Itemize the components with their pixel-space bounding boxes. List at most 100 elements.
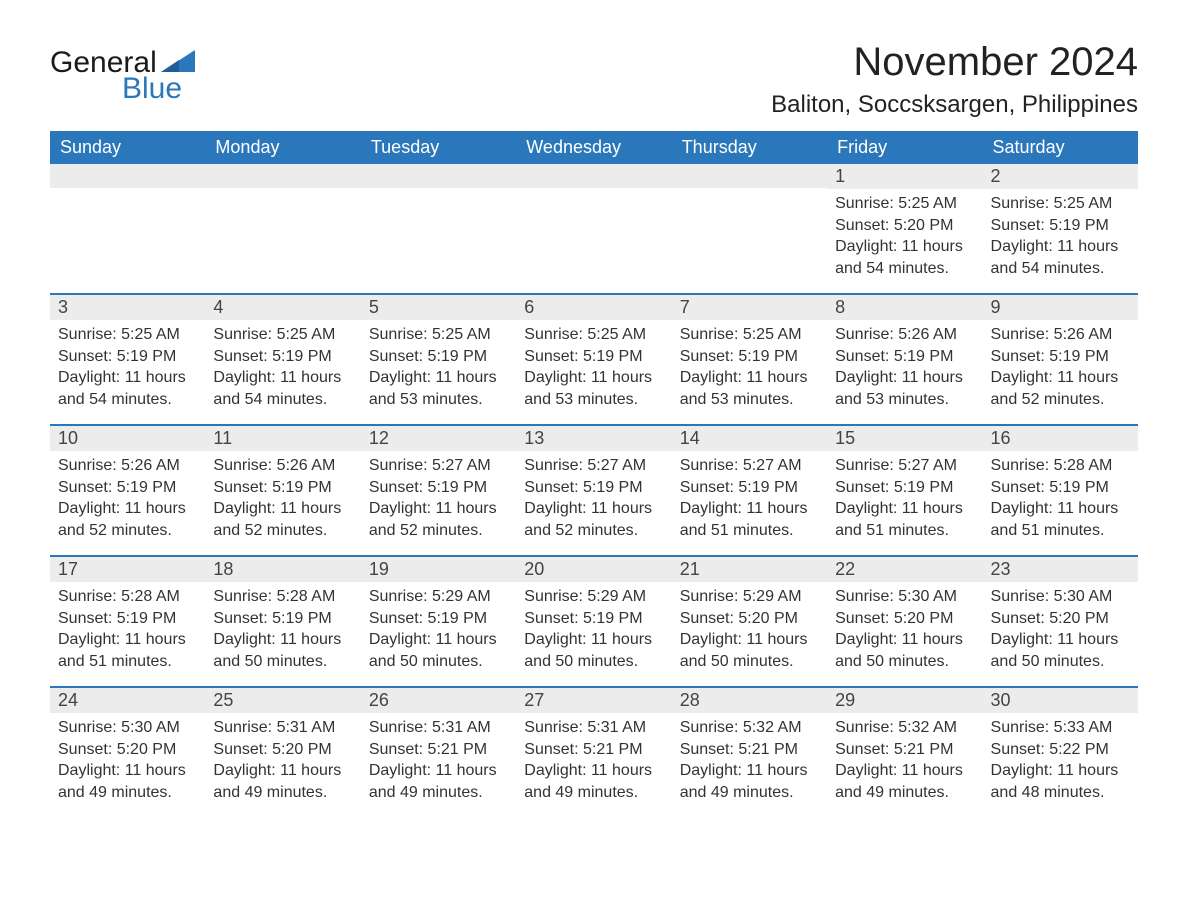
sunrise-text: Sunrise: 5:26 AM bbox=[835, 324, 974, 346]
sunset-text: Sunset: 5:19 PM bbox=[369, 346, 508, 368]
calendar-day: 1Sunrise: 5:25 AMSunset: 5:20 PMDaylight… bbox=[827, 164, 982, 294]
sunrise-text: Sunrise: 5:25 AM bbox=[991, 193, 1130, 215]
day-body: Sunrise: 5:27 AMSunset: 5:19 PMDaylight:… bbox=[827, 451, 982, 551]
sunrise-text: Sunrise: 5:30 AM bbox=[835, 586, 974, 608]
weekday-header-row: Sunday Monday Tuesday Wednesday Thursday… bbox=[50, 131, 1138, 164]
daylight-text: Daylight: 11 hours and 53 minutes. bbox=[524, 367, 663, 410]
sunrise-text: Sunrise: 5:28 AM bbox=[58, 586, 197, 608]
calendar-day: 10Sunrise: 5:26 AMSunset: 5:19 PMDayligh… bbox=[50, 426, 205, 556]
sunset-text: Sunset: 5:21 PM bbox=[369, 739, 508, 761]
day-body: Sunrise: 5:31 AMSunset: 5:21 PMDaylight:… bbox=[516, 713, 671, 813]
day-number: 17 bbox=[50, 557, 205, 582]
day-number: 16 bbox=[983, 426, 1138, 451]
sunset-text: Sunset: 5:21 PM bbox=[680, 739, 819, 761]
brand-logo: General Blue bbox=[50, 46, 195, 106]
calendar-body: 1Sunrise: 5:25 AMSunset: 5:20 PMDaylight… bbox=[50, 164, 1138, 818]
calendar-day: 6Sunrise: 5:25 AMSunset: 5:19 PMDaylight… bbox=[516, 295, 671, 425]
calendar-day: 12Sunrise: 5:27 AMSunset: 5:19 PMDayligh… bbox=[361, 426, 516, 556]
sunrise-text: Sunrise: 5:25 AM bbox=[58, 324, 197, 346]
day-body: Sunrise: 5:28 AMSunset: 5:19 PMDaylight:… bbox=[983, 451, 1138, 551]
day-number: 25 bbox=[205, 688, 360, 713]
calendar-day: 23Sunrise: 5:30 AMSunset: 5:20 PMDayligh… bbox=[983, 557, 1138, 687]
day-body: Sunrise: 5:27 AMSunset: 5:19 PMDaylight:… bbox=[516, 451, 671, 551]
daylight-text: Daylight: 11 hours and 52 minutes. bbox=[58, 498, 197, 541]
daylight-text: Daylight: 11 hours and 53 minutes. bbox=[680, 367, 819, 410]
day-body: Sunrise: 5:31 AMSunset: 5:20 PMDaylight:… bbox=[205, 713, 360, 813]
day-number: 30 bbox=[983, 688, 1138, 713]
calendar-day: 28Sunrise: 5:32 AMSunset: 5:21 PMDayligh… bbox=[672, 688, 827, 818]
day-body: Sunrise: 5:26 AMSunset: 5:19 PMDaylight:… bbox=[983, 320, 1138, 420]
calendar-day: 15Sunrise: 5:27 AMSunset: 5:19 PMDayligh… bbox=[827, 426, 982, 556]
daylight-text: Daylight: 11 hours and 52 minutes. bbox=[369, 498, 508, 541]
calendar-day: 8Sunrise: 5:26 AMSunset: 5:19 PMDaylight… bbox=[827, 295, 982, 425]
weekday-header: Wednesday bbox=[516, 131, 671, 164]
sunrise-text: Sunrise: 5:29 AM bbox=[369, 586, 508, 608]
daylight-text: Daylight: 11 hours and 49 minutes. bbox=[524, 760, 663, 803]
day-number: 26 bbox=[361, 688, 516, 713]
daylight-text: Daylight: 11 hours and 54 minutes. bbox=[835, 236, 974, 279]
day-body: Sunrise: 5:25 AMSunset: 5:20 PMDaylight:… bbox=[827, 189, 982, 289]
day-number: 11 bbox=[205, 426, 360, 451]
sunrise-text: Sunrise: 5:26 AM bbox=[991, 324, 1130, 346]
calendar-day: 25Sunrise: 5:31 AMSunset: 5:20 PMDayligh… bbox=[205, 688, 360, 818]
sunset-text: Sunset: 5:19 PM bbox=[213, 346, 352, 368]
calendar-day: 4Sunrise: 5:25 AMSunset: 5:19 PMDaylight… bbox=[205, 295, 360, 425]
calendar-week: 17Sunrise: 5:28 AMSunset: 5:19 PMDayligh… bbox=[50, 557, 1138, 687]
day-number: 8 bbox=[827, 295, 982, 320]
day-body: Sunrise: 5:29 AMSunset: 5:19 PMDaylight:… bbox=[361, 582, 516, 682]
calendar-day: 17Sunrise: 5:28 AMSunset: 5:19 PMDayligh… bbox=[50, 557, 205, 687]
calendar-day: 29Sunrise: 5:32 AMSunset: 5:21 PMDayligh… bbox=[827, 688, 982, 818]
sunset-text: Sunset: 5:20 PM bbox=[835, 215, 974, 237]
daylight-text: Daylight: 11 hours and 51 minutes. bbox=[991, 498, 1130, 541]
sunset-text: Sunset: 5:19 PM bbox=[58, 608, 197, 630]
day-number: 10 bbox=[50, 426, 205, 451]
sunset-text: Sunset: 5:19 PM bbox=[680, 346, 819, 368]
day-body: Sunrise: 5:25 AMSunset: 5:19 PMDaylight:… bbox=[361, 320, 516, 420]
daylight-text: Daylight: 11 hours and 49 minutes. bbox=[835, 760, 974, 803]
sunrise-text: Sunrise: 5:25 AM bbox=[213, 324, 352, 346]
day-number: 12 bbox=[361, 426, 516, 451]
calendar-day: 30Sunrise: 5:33 AMSunset: 5:22 PMDayligh… bbox=[983, 688, 1138, 818]
calendar-day bbox=[50, 164, 205, 294]
calendar-day: 20Sunrise: 5:29 AMSunset: 5:19 PMDayligh… bbox=[516, 557, 671, 687]
day-body: Sunrise: 5:25 AMSunset: 5:19 PMDaylight:… bbox=[516, 320, 671, 420]
daylight-text: Daylight: 11 hours and 49 minutes. bbox=[680, 760, 819, 803]
sunset-text: Sunset: 5:21 PM bbox=[524, 739, 663, 761]
calendar-day: 3Sunrise: 5:25 AMSunset: 5:19 PMDaylight… bbox=[50, 295, 205, 425]
location: Baliton, Soccsksargen, Philippines bbox=[771, 91, 1138, 119]
sunset-text: Sunset: 5:19 PM bbox=[213, 477, 352, 499]
weekday-header: Friday bbox=[827, 131, 982, 164]
sunrise-text: Sunrise: 5:27 AM bbox=[835, 455, 974, 477]
sunrise-text: Sunrise: 5:33 AM bbox=[991, 717, 1130, 739]
day-body: Sunrise: 5:25 AMSunset: 5:19 PMDaylight:… bbox=[205, 320, 360, 420]
calendar-week: 3Sunrise: 5:25 AMSunset: 5:19 PMDaylight… bbox=[50, 295, 1138, 425]
calendar-day: 5Sunrise: 5:25 AMSunset: 5:19 PMDaylight… bbox=[361, 295, 516, 425]
calendar-day: 19Sunrise: 5:29 AMSunset: 5:19 PMDayligh… bbox=[361, 557, 516, 687]
sunrise-text: Sunrise: 5:26 AM bbox=[213, 455, 352, 477]
day-number: 21 bbox=[672, 557, 827, 582]
day-number: 28 bbox=[672, 688, 827, 713]
day-number: 23 bbox=[983, 557, 1138, 582]
day-number bbox=[516, 164, 671, 188]
calendar-week: 24Sunrise: 5:30 AMSunset: 5:20 PMDayligh… bbox=[50, 688, 1138, 818]
sunrise-text: Sunrise: 5:28 AM bbox=[213, 586, 352, 608]
sunrise-text: Sunrise: 5:27 AM bbox=[524, 455, 663, 477]
sunset-text: Sunset: 5:19 PM bbox=[524, 608, 663, 630]
sunset-text: Sunset: 5:19 PM bbox=[369, 608, 508, 630]
daylight-text: Daylight: 11 hours and 53 minutes. bbox=[835, 367, 974, 410]
daylight-text: Daylight: 11 hours and 50 minutes. bbox=[680, 629, 819, 672]
day-number: 5 bbox=[361, 295, 516, 320]
calendar-day: 18Sunrise: 5:28 AMSunset: 5:19 PMDayligh… bbox=[205, 557, 360, 687]
weekday-header: Sunday bbox=[50, 131, 205, 164]
day-number: 24 bbox=[50, 688, 205, 713]
sunset-text: Sunset: 5:19 PM bbox=[369, 477, 508, 499]
sunrise-text: Sunrise: 5:31 AM bbox=[213, 717, 352, 739]
day-number: 27 bbox=[516, 688, 671, 713]
daylight-text: Daylight: 11 hours and 52 minutes. bbox=[213, 498, 352, 541]
day-body: Sunrise: 5:27 AMSunset: 5:19 PMDaylight:… bbox=[361, 451, 516, 551]
calendar-day bbox=[516, 164, 671, 294]
calendar-day: 2Sunrise: 5:25 AMSunset: 5:19 PMDaylight… bbox=[983, 164, 1138, 294]
sunset-text: Sunset: 5:22 PM bbox=[991, 739, 1130, 761]
day-number: 4 bbox=[205, 295, 360, 320]
sunset-text: Sunset: 5:21 PM bbox=[835, 739, 974, 761]
